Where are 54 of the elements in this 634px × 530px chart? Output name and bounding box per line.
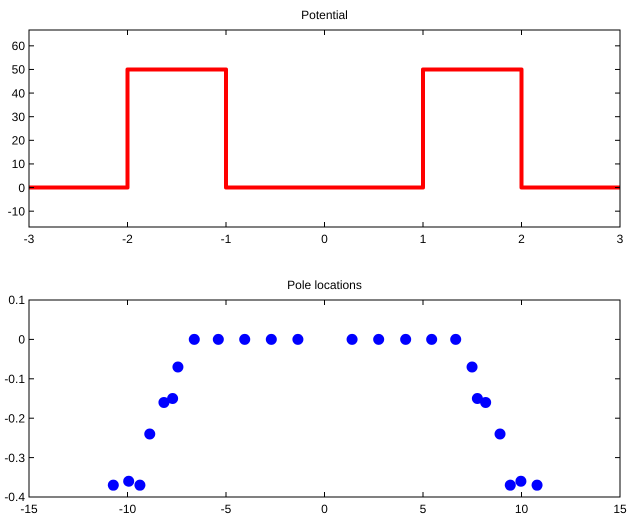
point xyxy=(123,476,134,487)
point xyxy=(239,334,250,345)
point xyxy=(346,334,358,345)
x-tick-label: 0 xyxy=(321,502,328,516)
x-tick-label: -2 xyxy=(122,232,134,246)
point xyxy=(472,393,483,404)
point xyxy=(134,480,146,491)
x-tick-label: 5 xyxy=(420,502,427,516)
x-tick-label: 3 xyxy=(616,232,624,246)
point xyxy=(466,361,478,372)
x-tick-label: 0 xyxy=(321,232,328,246)
y-tick-label: 10 xyxy=(12,157,26,172)
chart-title: Potential xyxy=(301,8,348,22)
y-tick-label: 30 xyxy=(12,110,26,124)
x-tick-label: 15 xyxy=(613,502,627,516)
point xyxy=(400,334,412,345)
x-tick-label: 2 xyxy=(518,232,526,246)
y-tick-label: 40 xyxy=(12,86,26,100)
x-tick-label: 1 xyxy=(420,232,427,246)
y-tick-label: 0 xyxy=(18,180,26,195)
x-tick-label: -1 xyxy=(220,232,232,246)
point xyxy=(108,480,119,491)
point xyxy=(144,428,156,440)
point xyxy=(480,396,492,408)
x-tick-label: -3 xyxy=(24,232,35,246)
y-tick-label: 60 xyxy=(12,39,26,54)
point xyxy=(167,393,178,404)
x-tick-label: -15 xyxy=(20,502,38,516)
point xyxy=(158,396,170,408)
y-tick-label: -10 xyxy=(8,204,26,218)
y-tick-label: 20 xyxy=(12,134,26,148)
point xyxy=(373,334,384,345)
point xyxy=(450,334,462,345)
y-tick-label: -0.1 xyxy=(4,372,26,386)
point xyxy=(532,480,543,491)
chart-title: Pole locations xyxy=(287,278,362,292)
y-tick-label: -0.4 xyxy=(4,490,26,504)
point xyxy=(515,476,526,487)
y-tick-label: 0.1 xyxy=(8,293,26,308)
x-tick-label: -5 xyxy=(220,502,232,516)
point xyxy=(494,428,506,440)
point xyxy=(504,480,516,491)
point xyxy=(188,334,200,345)
x-tick-label: -10 xyxy=(118,502,136,516)
x-tick-label: 10 xyxy=(514,502,528,516)
point xyxy=(212,334,224,345)
y-tick-label: -0.2 xyxy=(4,411,26,426)
y-tick-label: 50 xyxy=(12,62,26,77)
point xyxy=(172,361,184,372)
point xyxy=(266,334,277,345)
point xyxy=(292,334,304,345)
y-tick-label: 0 xyxy=(18,332,26,347)
y-tick-label: -0.3 xyxy=(4,450,26,465)
point xyxy=(426,334,438,345)
